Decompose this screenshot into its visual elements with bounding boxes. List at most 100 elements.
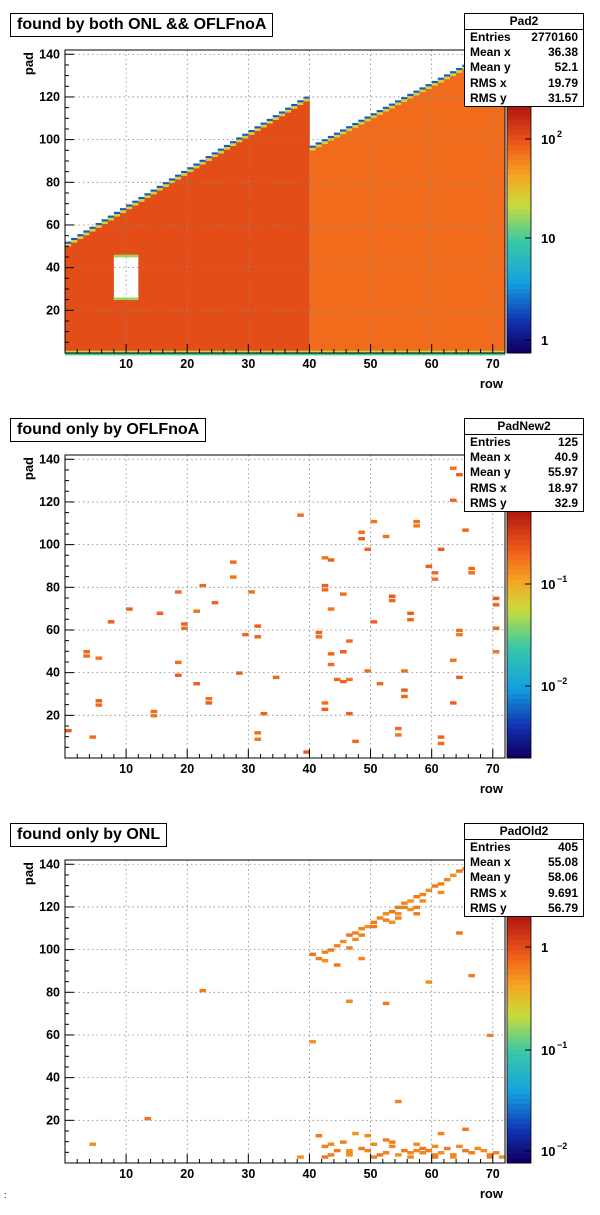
color-bar-step xyxy=(507,753,531,759)
edge-bin xyxy=(456,353,463,356)
edge-bin xyxy=(211,350,219,354)
color-bar-step xyxy=(507,579,531,585)
data-point xyxy=(150,714,158,718)
data-point xyxy=(321,1144,329,1149)
density-column xyxy=(492,53,500,351)
density-column xyxy=(364,121,371,351)
data-point xyxy=(395,726,402,731)
stats-row: Mean y 55.97 xyxy=(465,465,583,480)
edge-bin xyxy=(291,106,298,109)
edge-bin xyxy=(419,87,426,90)
color-bar-step xyxy=(507,308,531,314)
color-bar-step xyxy=(507,179,531,185)
edge-bin xyxy=(364,350,371,354)
stats-value: 55.08 xyxy=(547,855,578,870)
edge-bin xyxy=(450,353,457,356)
stats-label: RMS x xyxy=(470,885,507,900)
density-column xyxy=(443,79,451,351)
stats-row: RMS y 56.79 xyxy=(465,901,583,916)
color-bar-step xyxy=(507,209,531,215)
color-bar-step xyxy=(507,1034,531,1040)
edge-bin xyxy=(413,90,420,93)
edge-bin xyxy=(431,350,439,354)
edge-bin xyxy=(450,71,457,74)
data-point xyxy=(413,1142,420,1146)
color-bar-step xyxy=(507,169,531,175)
color-bar-step xyxy=(507,1118,531,1124)
edge-bin xyxy=(327,353,335,356)
edge-bin xyxy=(462,350,469,354)
edge-bin xyxy=(236,139,243,143)
edge-bin xyxy=(370,113,378,116)
edge-bin xyxy=(266,120,274,124)
density-column xyxy=(175,179,182,351)
edge-bin xyxy=(193,165,200,169)
edge-bin xyxy=(248,132,255,135)
edge-bin xyxy=(303,350,310,354)
edge-bin xyxy=(486,350,494,354)
stats-box: PadOld2 Entries 405 Mean x 55.08 Mean y 58.… xyxy=(464,823,584,917)
data-point xyxy=(175,660,182,665)
minor-ticks xyxy=(64,53,506,354)
data-point xyxy=(370,920,378,925)
data-point xyxy=(340,650,347,654)
x-axis-label: row xyxy=(480,1186,504,1201)
density-column xyxy=(480,59,488,351)
stats-value: 52.1 xyxy=(554,60,578,75)
edge-bin xyxy=(352,122,359,126)
stats-row: RMS y 32.9 xyxy=(465,496,583,511)
edge-bin xyxy=(199,350,206,354)
density-column xyxy=(352,127,359,351)
edge-bin xyxy=(144,350,151,354)
color-bar-step xyxy=(507,268,531,275)
edge-bin xyxy=(205,158,213,161)
edge-bin xyxy=(254,350,261,354)
data-point xyxy=(309,952,317,957)
edge-bin xyxy=(468,353,475,356)
color-bar-step xyxy=(507,604,531,610)
data-point xyxy=(107,620,115,624)
edge-bin xyxy=(395,102,402,105)
chart-both: 10 20 30 40 50 60 70 20 40 60 80 100 120 140 row pad 1 10… xyxy=(21,45,562,391)
color-bar-step xyxy=(507,915,531,921)
color-bar-step xyxy=(507,964,531,971)
density-column xyxy=(450,75,457,351)
color-bar-step xyxy=(507,199,531,205)
edge-bin xyxy=(309,145,316,148)
x-tick-label: 50 xyxy=(364,762,378,776)
density-column xyxy=(474,62,481,351)
edge-bin xyxy=(315,350,323,354)
color-bar-step xyxy=(507,519,531,526)
density-column xyxy=(181,175,188,351)
data-point xyxy=(419,1151,427,1155)
stats-value: 58.06 xyxy=(547,870,578,885)
edge-bin xyxy=(156,185,164,188)
edge-bin xyxy=(193,163,200,166)
color-bar-step xyxy=(507,164,531,170)
data-point xyxy=(321,1155,329,1159)
edge-bin xyxy=(413,350,420,354)
edge-bin xyxy=(242,133,249,136)
edge-bin xyxy=(181,353,188,356)
color-bar-step xyxy=(507,728,531,734)
data-point xyxy=(358,530,365,534)
data-point xyxy=(376,682,384,686)
color-bar-step xyxy=(507,338,531,344)
z-tick-label: 10 xyxy=(541,1043,555,1058)
edge-bin xyxy=(101,219,109,222)
plot-area xyxy=(65,860,505,1163)
edge-bin xyxy=(138,199,145,202)
density-column xyxy=(150,194,158,351)
y-tick-label: 20 xyxy=(46,303,60,317)
data-point xyxy=(401,669,408,673)
plot-area xyxy=(65,455,505,758)
data-point xyxy=(95,703,103,707)
chart-title: found only by OFLFnoA xyxy=(10,418,207,442)
color-bar-step xyxy=(507,683,531,690)
density-column xyxy=(297,104,304,351)
edge-bin xyxy=(309,147,316,151)
data-points xyxy=(65,466,500,754)
data-point xyxy=(395,916,402,920)
edge-bin xyxy=(138,353,145,356)
data-point xyxy=(144,1116,152,1121)
